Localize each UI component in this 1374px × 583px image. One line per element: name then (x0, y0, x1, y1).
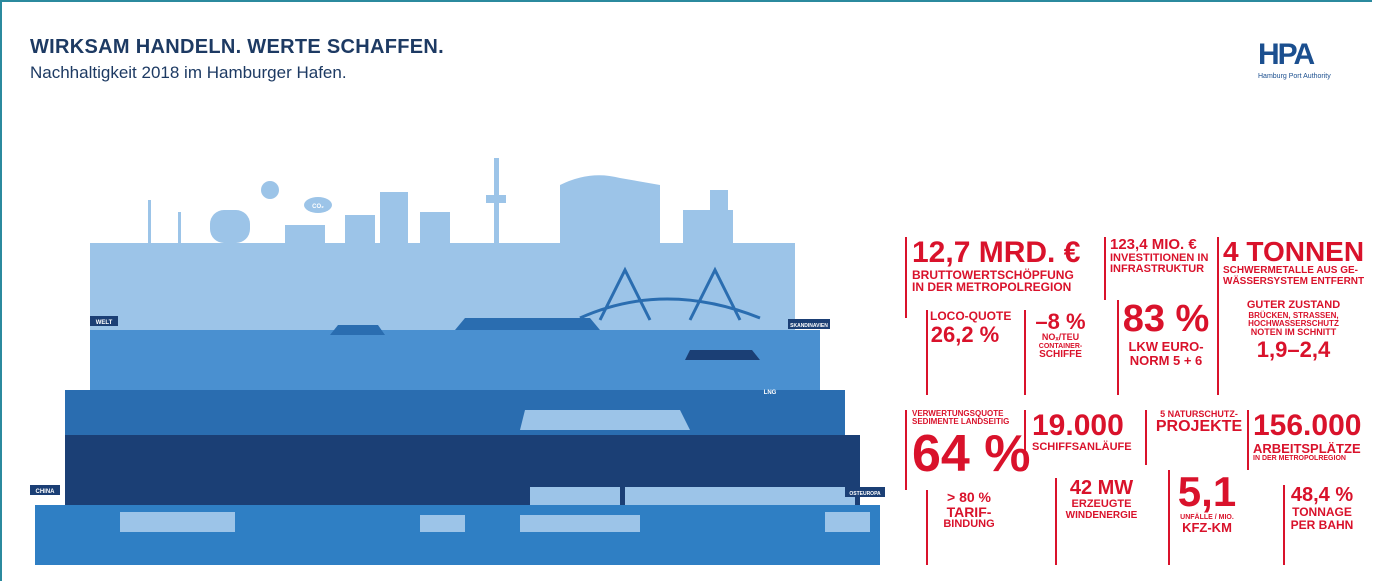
stat-bar (1217, 300, 1219, 395)
stat-bar (1104, 237, 1106, 300)
stat-line: TARIF- (934, 505, 1004, 520)
stat-bar (1055, 478, 1057, 565)
stat-bar (905, 237, 907, 318)
stat-line: ARBEITSPLÄTZE (1253, 442, 1363, 456)
cloud-label: CO₂ (312, 204, 324, 210)
stat-line: IN DER METROPOLREGION (1253, 455, 1363, 462)
sign: CHINA (36, 489, 56, 495)
stat-bar (1283, 485, 1285, 565)
stat-line-first: 42 MW (1059, 478, 1144, 499)
stat-line-first: LOCO-QUOTE (930, 310, 1000, 323)
stat-line: 26,2 % (930, 323, 1000, 346)
stat-line-first: 123,4 MIO. € (1110, 237, 1210, 253)
stat-line-first: 4 TONNEN (1223, 237, 1363, 266)
stat-line: ERZEUGTE (1059, 499, 1144, 511)
stat-bar (905, 410, 907, 490)
sign: WELT (96, 320, 113, 326)
stat-line-first: 48,4 % (1287, 485, 1357, 506)
stat-bar (1168, 470, 1170, 565)
stat-line: BINDUNG (934, 519, 1004, 531)
stat-bar (1024, 310, 1026, 395)
stat-line-first: GUTER ZUSTAND (1221, 300, 1366, 312)
stat-line: 64 % (912, 427, 1022, 482)
stat-bar (926, 490, 928, 565)
stat-line: WINDENERGIE (1059, 511, 1144, 522)
stat-line: LKW EURO- (1121, 340, 1211, 354)
stat-bar (1247, 410, 1249, 470)
stat: > 80 %TARIF-BINDUNG (934, 490, 1004, 531)
stat-line: PROJEKTE (1149, 419, 1249, 436)
stat-line: SCHIFFSANLÄUFE (1032, 442, 1142, 454)
stat-line-first: 12,7 MRD. € (912, 237, 1102, 269)
stat-line: INFRASTRUKTUR (1110, 264, 1210, 276)
stat-line-first: –8 % (1028, 310, 1093, 333)
skyline (90, 158, 795, 330)
stat-line: IN DER METROPOLREGION (912, 281, 1102, 294)
stat-line-first: 83 % (1121, 300, 1211, 340)
tower-label: LNG (764, 390, 777, 396)
stat-line: WÄSSERSYSTEM ENTFERNT (1223, 277, 1363, 288)
stat-bar (1117, 300, 1119, 395)
stat-line-first: 5,1 (1172, 470, 1242, 514)
stat: 5 NATURSCHUTZ-PROJEKTE (1149, 410, 1249, 436)
stat-line: NOₓ/TEU (1028, 333, 1093, 342)
stat-bar (1145, 410, 1147, 465)
stat-line-first: 156.000 (1253, 410, 1363, 442)
level-port (65, 390, 845, 435)
stat-line-first: 19.000 (1032, 410, 1142, 442)
stat: 83 %LKW EURO-NORM 5 + 6 (1121, 300, 1211, 367)
stat-line: NORM 5 + 6 (1121, 354, 1211, 368)
stat-line: SCHIFFE (1028, 350, 1093, 361)
stat-line: TONNAGE (1287, 506, 1357, 519)
stat-line: PER BAHN (1287, 519, 1357, 532)
sign: OSTEUROPA (849, 491, 881, 497)
sign: SKANDINAVIEN (790, 323, 828, 329)
stat-bar (1217, 237, 1219, 300)
stat-line: KFZ-KM (1172, 521, 1242, 535)
stat-line-first: > 80 % (934, 490, 1004, 505)
page: WIRKSAM HANDELN. WERTE SCHAFFEN. Nachhal… (0, 0, 1374, 583)
stat-bar (1024, 410, 1026, 470)
stat-bar (926, 310, 928, 395)
stat-line: 1,9–2,4 (1221, 338, 1366, 361)
